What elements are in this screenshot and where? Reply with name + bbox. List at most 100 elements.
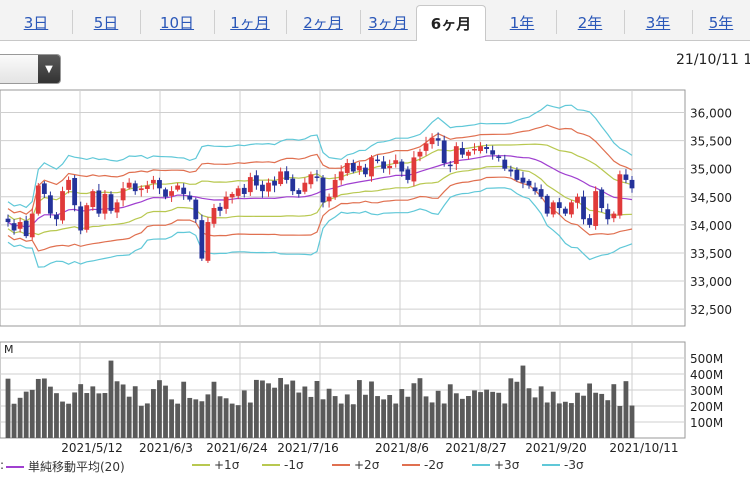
volume-bar <box>447 384 453 438</box>
tab-6[interactable]: 3ヶ月 <box>368 13 408 32</box>
candle-down <box>544 195 550 214</box>
candle-up <box>205 222 211 261</box>
volume-bar <box>363 394 368 438</box>
volume-bar <box>544 402 550 438</box>
legend-item: +3σ <box>472 458 519 472</box>
candle-up <box>344 163 350 173</box>
chevron-down-icon: ▼ <box>38 55 60 83</box>
volume-bar <box>617 405 623 438</box>
candle-down <box>48 195 53 214</box>
volume-bar <box>581 395 586 438</box>
candle-up <box>326 196 332 202</box>
volume-bar <box>496 392 502 438</box>
volume-bar <box>369 381 374 438</box>
legend-swatch <box>472 464 490 466</box>
candle-up <box>169 191 174 196</box>
candle-up <box>144 185 150 189</box>
candle-down <box>108 194 114 211</box>
tab-5[interactable]: 2ヶ月 <box>303 13 343 32</box>
volume-bar <box>387 394 393 438</box>
tab-separator <box>72 10 73 34</box>
legend-label: -2σ <box>424 458 444 472</box>
candle-up <box>472 149 477 151</box>
candle-up <box>235 188 241 196</box>
x-axis-label: 2021/5/12 <box>61 441 123 455</box>
candle-up <box>223 196 229 209</box>
volume-bar <box>29 389 35 438</box>
volume-bar <box>54 393 59 438</box>
tab-4[interactable]: 1ヶ月 <box>230 13 270 32</box>
price-tick-label: 32,500 <box>690 303 732 317</box>
price-tick-label: 35,500 <box>690 135 732 149</box>
candle-up <box>102 193 108 214</box>
candle-down <box>241 187 247 194</box>
candle-up <box>35 185 41 214</box>
price-tick-label: 33,000 <box>690 275 732 289</box>
period-tab-bar: 3日 5日 10日 1ヶ月 2ヶ月 3ヶ月 6ヶ月 1年 2年 3年 5年 <box>0 0 750 41</box>
candle-up <box>429 137 435 145</box>
volume-tick-label: 100M <box>690 416 723 430</box>
candle-up <box>84 205 90 230</box>
legend-label: +2σ <box>354 458 380 472</box>
volume-bar <box>314 380 320 438</box>
tab-9[interactable]: 2年 <box>577 13 603 32</box>
candle-down <box>375 159 380 162</box>
tab-10[interactable]: 3年 <box>645 13 671 32</box>
candle-down <box>556 202 562 208</box>
tab-separator <box>692 10 693 34</box>
candle-down <box>502 159 508 169</box>
tab-11[interactable]: 5年 <box>708 13 734 32</box>
volume-bar <box>587 383 592 438</box>
price-tick-label: 34,000 <box>690 219 732 233</box>
band-minus1-line <box>7 165 633 236</box>
tab-1[interactable]: 3日 <box>23 13 49 32</box>
volume-unit-label: M <box>4 343 14 356</box>
volume-bar <box>229 403 235 438</box>
volume-bar <box>114 381 120 438</box>
candle-up <box>229 193 235 198</box>
candle-down <box>157 180 162 189</box>
volume-bar <box>593 392 599 438</box>
tab-7[interactable]: 6ヶ月 <box>416 5 486 41</box>
volume-bar <box>320 399 326 438</box>
volume-bar <box>526 388 532 438</box>
candle-up <box>211 208 217 224</box>
volume-bar <box>66 403 71 438</box>
price-tick-label: 35,000 <box>690 163 732 177</box>
candle-down <box>514 169 520 180</box>
candle-up <box>60 191 65 221</box>
volume-bar <box>411 383 417 438</box>
volume-bar <box>175 403 181 438</box>
volume-bar <box>272 387 277 438</box>
volume-tick-label: 200M <box>690 400 723 414</box>
volume-bar <box>78 384 84 438</box>
candle-up <box>453 146 459 164</box>
legend-prefix: : <box>0 458 5 472</box>
tab-separator <box>624 10 625 34</box>
volume-bar <box>96 393 102 438</box>
candle-down <box>520 177 526 183</box>
stock-chart: 36,000 35,500 35,000 34,500 34,000 33,500 33,0… <box>0 89 732 455</box>
volume-bar <box>84 393 90 438</box>
candle-up <box>120 188 126 201</box>
volume-bar <box>266 383 271 438</box>
volume-bar <box>290 380 296 438</box>
volume-bar <box>326 388 332 438</box>
volume-bar <box>478 392 483 438</box>
candle-up <box>278 171 284 185</box>
volume-bar <box>241 390 247 438</box>
chart-options-dropdown[interactable]: ▼ <box>0 54 61 84</box>
x-axis-label: 2021/10/11 <box>609 441 678 455</box>
tab-2[interactable]: 5日 <box>93 13 119 32</box>
volume-bar <box>150 389 156 438</box>
legend-swatch <box>192 464 210 466</box>
volume-tick-label: 400M <box>690 368 723 382</box>
tab-8[interactable]: 1年 <box>509 13 535 32</box>
volume-bar <box>508 378 514 438</box>
candle-down <box>490 150 496 155</box>
volume-bar <box>108 360 114 438</box>
legend-label: -3σ <box>564 458 584 472</box>
volume-bar <box>187 397 193 438</box>
volume-bar <box>502 403 508 438</box>
tab-3[interactable]: 10日 <box>159 13 195 32</box>
